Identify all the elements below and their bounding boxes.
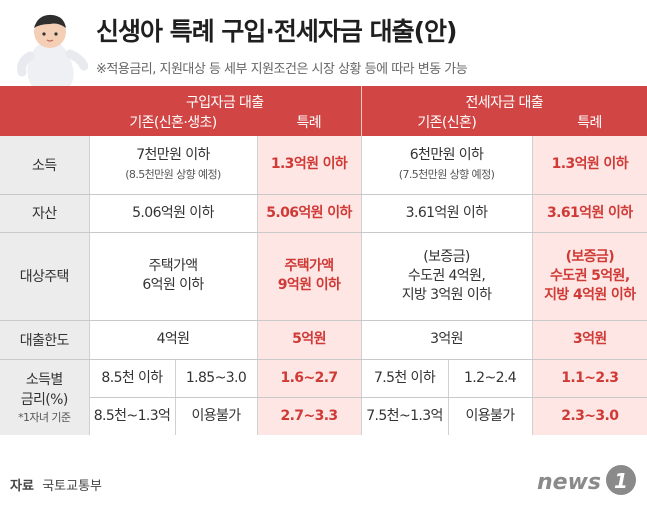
- source-label: 자료: [10, 479, 34, 494]
- cell-rates2-purchase-existing: 이용불가: [174, 397, 257, 435]
- cell-rates1-jeonse-special: 1.1~2.3: [531, 359, 647, 398]
- cell-note: (8.5천만원 상향 예정): [125, 167, 221, 181]
- row-label-limit: 대출한도: [0, 320, 89, 360]
- cell-line: (보증금): [565, 248, 615, 265]
- cell-line: (보증금): [423, 248, 470, 265]
- cell-limit-purchase-special: 5억원: [256, 320, 362, 360]
- header-purchase-existing: 기존(신혼·생초): [89, 112, 257, 136]
- row-label-note: *1자녀 기준: [18, 411, 71, 425]
- table-row-income: 소득 7천만원 이하 (8.5천만원 상향 예정) 1.3억원 이하 6천만원 …: [0, 136, 647, 195]
- cell-rates2-purchase-income: 8.5천~1.3억: [88, 397, 175, 435]
- row-label-line: 금리(%): [20, 392, 69, 409]
- table-row-rates-1: 소득별 금리(%) *1자녀 기준 8.5천 이하 1.85~3.0 1.6~2…: [0, 359, 647, 435]
- baby-illustration-icon: [17, 14, 88, 86]
- header-jeonse-special: 특례: [532, 112, 647, 136]
- header-purchase-special: 특례: [257, 112, 362, 136]
- cell-rates1-jeonse-income: 7.5천 이하: [360, 359, 449, 398]
- table-row-assets: 자산 5.06억원 이하 5.06억원 이하 3.61억원 이하 3.61억원 …: [0, 194, 647, 233]
- cell-rates1-purchase-income: 8.5천 이하: [88, 359, 175, 398]
- page-subtitle: ※적용금리, 지원대상 등 세부 지원조건은 시장 상황 등에 따라 변동 가능: [96, 62, 468, 77]
- header-group-purchase: 구입자금 대출: [89, 86, 362, 112]
- logo-wordmark: news: [537, 470, 601, 495]
- cell-line: 수도권 5억원,: [550, 267, 630, 284]
- table-header-row-1: 구입자금 대출 전세자금 대출: [0, 86, 647, 136]
- cell-assets-purchase-special: 5.06억원 이하: [256, 194, 362, 233]
- news1-logo: news 1: [537, 465, 636, 495]
- cell-income-jeonse-existing: 6천만원 이하 (7.5천만원 상향 예정): [360, 136, 533, 195]
- cell-assets-jeonse-existing: 3.61억원 이하: [360, 194, 533, 233]
- source-credit: 자료 국토교통부: [10, 475, 102, 494]
- cell-line: 수도권 4억원,: [407, 267, 486, 284]
- cell-income-jeonse-special: 1.3억원 이하: [531, 136, 647, 195]
- row-label-housing: 대상주택: [0, 232, 89, 321]
- logo-mark: 1: [614, 469, 628, 493]
- logo-badge-icon: [606, 465, 636, 495]
- cell-assets-jeonse-special: 3.61억원 이하: [531, 194, 647, 233]
- table-row-rates-2: 8.5천~1.3억 이용불가 2.7~3.3 7.5천~1.3억 이용불가 2.…: [0, 397, 647, 435]
- cell-line: 주택가액: [148, 258, 198, 274]
- cell-text: 6천만원 이하: [409, 146, 484, 163]
- cell-housing-purchase-special: 주택가액 9억원 이하: [256, 232, 362, 321]
- cell-limit-jeonse-existing: 3억원: [360, 320, 533, 360]
- cell-housing-purchase-existing: 주택가액 6억원 이하: [88, 232, 257, 321]
- row-label-rates: 소득별 금리(%) *1자녀 기준: [0, 359, 89, 435]
- cell-line: 9억원 이하: [277, 277, 341, 293]
- table-row-housing: 대상주택 주택가액 6억원 이하 주택가액 9억원 이하 (보증금) 수도권 4…: [0, 232, 647, 321]
- loan-comparison-table: 구입자금 대출 전세자금 대출 기존(신혼·생초) 특례 기존(신혼) 특례 소…: [0, 86, 647, 435]
- header-group-jeonse: 전세자금 대출: [360, 86, 647, 112]
- cell-rates1-purchase-special: 1.6~2.7: [256, 359, 362, 398]
- cell-housing-jeonse-existing: (보증금) 수도권 4억원, 지방 3억원 이하: [360, 232, 533, 321]
- cell-limit-jeonse-special: 3억원: [531, 320, 647, 360]
- cell-rates2-jeonse-income: 7.5천~1.3억: [360, 397, 449, 435]
- cell-rates2-jeonse-existing: 이용불가: [447, 397, 533, 435]
- row-label-income: 소득: [0, 136, 89, 195]
- header-corner-cell: [0, 86, 89, 136]
- cell-housing-jeonse-special: (보증금) 수도권 5억원, 지방 4억원 이하: [531, 232, 647, 321]
- cell-rates1-jeonse-existing: 1.2~2.4: [447, 359, 533, 398]
- row-label-assets: 자산: [0, 194, 89, 233]
- cell-line: 지방 3억원 이하: [401, 286, 492, 303]
- cell-text: 7천만원 이하: [136, 146, 210, 163]
- row-label-line: 소득별: [25, 372, 63, 389]
- source-value: 국토교통부: [42, 479, 102, 494]
- table-row-limit: 대출한도 4억원 5억원 3억원 3억원: [0, 320, 647, 360]
- cell-line: 6억원 이하: [142, 277, 204, 293]
- cell-rates1-purchase-existing: 1.85~3.0: [174, 359, 257, 398]
- cell-limit-purchase-existing: 4억원: [88, 320, 257, 360]
- cell-rates2-jeonse-special: 2.3~3.0: [531, 397, 647, 435]
- page-title: 신생아 특례 구입·전세자금 대출(안): [96, 17, 457, 46]
- cell-line: 지방 4억원 이하: [544, 286, 636, 303]
- header-jeonse-existing: 기존(신혼): [360, 112, 533, 136]
- cell-income-purchase-special: 1.3억원 이하: [256, 136, 362, 195]
- cell-note: (7.5천만원 상향 예정): [398, 167, 495, 181]
- cell-rates2-purchase-special: 2.7~3.3: [256, 397, 362, 435]
- cell-assets-purchase-existing: 5.06억원 이하: [88, 194, 257, 233]
- cell-income-purchase-existing: 7천만원 이하 (8.5천만원 상향 예정): [88, 136, 257, 195]
- cell-line: 주택가액: [284, 258, 334, 274]
- table-header-row-2: 기존(신혼·생초) 특례 기존(신혼) 특례: [0, 112, 647, 136]
